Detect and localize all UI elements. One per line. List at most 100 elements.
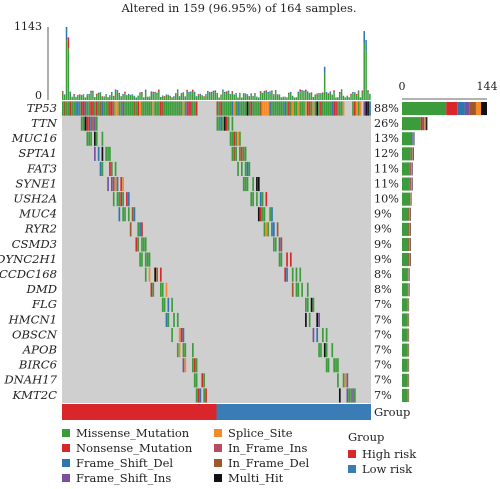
mutation-cell	[205, 388, 207, 403]
top-bar-missense	[352, 93, 354, 100]
gene-side-bar-nonsense	[409, 177, 411, 191]
mutation-cell	[182, 343, 185, 358]
gene-side-bar-fsdel	[422, 117, 425, 131]
mutation-cell	[144, 101, 147, 116]
mutation-cell	[308, 101, 311, 116]
mutation-cell	[95, 131, 98, 146]
top-bar-missense	[282, 97, 284, 100]
top-bar-missense	[288, 93, 290, 100]
mutation-cell	[346, 388, 349, 403]
legend-swatch-fsdel	[62, 459, 70, 467]
mutation-cell	[124, 207, 126, 222]
mutation-cell	[297, 101, 300, 116]
mutation-cell	[182, 328, 185, 343]
top-bar-other	[331, 94, 333, 96]
mutation-cell	[161, 297, 164, 312]
top-bar-missense	[137, 96, 139, 100]
top-bar-other	[276, 94, 279, 96]
mutation-cell	[116, 192, 119, 207]
mutation-cell	[90, 101, 92, 116]
mutation-cell	[357, 101, 360, 116]
top-bar-missense	[188, 93, 190, 100]
top-bar-other	[163, 96, 166, 97]
gene-side-bar-fsdel	[409, 222, 410, 236]
top-bar-other	[88, 94, 90, 96]
mutation-cell	[109, 101, 111, 116]
group-legend-label: Low risk	[362, 462, 413, 476]
mutation-cell	[175, 101, 177, 116]
mutation-cell	[271, 207, 273, 222]
mutation-cell	[301, 101, 303, 116]
group-bar-low-risk	[216, 404, 371, 420]
top-bar-missense	[276, 95, 279, 100]
mutation-cell	[137, 222, 140, 237]
group-bar-high-risk	[62, 404, 217, 420]
top-bar-missense	[335, 97, 337, 100]
gene-label: SYNE1	[15, 176, 57, 190]
gene-percent-label: 8%	[374, 268, 392, 281]
top-bar-other	[114, 89, 117, 92]
mutation-cell	[114, 101, 117, 116]
mutation-cell	[312, 297, 315, 312]
mutation-cell	[295, 267, 298, 282]
mutation-cell	[156, 101, 158, 116]
mutation-cell	[233, 101, 236, 116]
legend-swatch-missense	[62, 429, 70, 437]
top-bar-other	[129, 94, 132, 96]
mutation-cell	[144, 237, 147, 252]
top-bar-other	[252, 95, 254, 97]
top-bar-missense	[289, 93, 292, 100]
top-bar-other	[273, 94, 275, 96]
top-bar-missense	[210, 93, 213, 100]
mutation-cell	[327, 358, 330, 373]
top-bar-missense	[169, 96, 171, 100]
mutation-cell	[190, 101, 192, 116]
top-bar-other	[210, 91, 213, 94]
mutation-cell	[139, 222, 141, 237]
mutation-cell	[340, 101, 343, 116]
gene-label: FAT3	[26, 161, 57, 175]
top-bar-other	[305, 89, 307, 92]
mutation-cell	[323, 343, 326, 358]
top-bar-missense	[212, 92, 215, 100]
mutation-cell	[218, 116, 221, 131]
mutation-cell	[244, 161, 247, 176]
legend-swatch-multi	[214, 474, 222, 482]
top-bar-other	[86, 94, 88, 96]
top-bar-other	[246, 94, 249, 96]
mutation-cell	[316, 101, 319, 116]
top-bar-other	[295, 97, 298, 98]
mutation-cell	[280, 252, 283, 267]
top-bar-missense	[116, 91, 119, 100]
mutation-cell	[316, 312, 319, 327]
gene-side-bar-multi	[413, 147, 414, 161]
mutation-cell	[184, 343, 187, 358]
mutation-cell	[124, 101, 126, 116]
mutation-cell	[308, 312, 311, 327]
top-bar-other	[250, 93, 252, 95]
mutation-cell	[144, 267, 147, 282]
mutation-cell	[99, 101, 102, 116]
mutation-cell	[107, 146, 109, 161]
mutation-cell	[129, 222, 132, 237]
gene-side-bar-missense	[402, 268, 408, 282]
mutation-cell	[242, 101, 245, 116]
mutation-cell	[62, 101, 64, 116]
mutation-cell	[101, 131, 104, 146]
mutation-cell	[263, 101, 266, 116]
mutation-cell	[316, 328, 319, 343]
mutation-cell	[239, 146, 241, 161]
top-bar-missense	[184, 97, 186, 100]
top-bar-missense	[357, 92, 360, 100]
mutation-cell	[265, 222, 268, 237]
top-bar-missense	[201, 96, 203, 100]
top-bar-other	[244, 93, 247, 95]
mutation-cell	[141, 222, 143, 237]
mutation-cell	[354, 388, 356, 403]
gene-side-bar-fsdel	[410, 177, 412, 191]
mutation-cell	[137, 101, 140, 116]
mutation-cell	[227, 116, 230, 131]
top-bar-other	[144, 89, 147, 92]
mutation-cell	[244, 101, 247, 116]
mutation-cell	[80, 116, 83, 131]
